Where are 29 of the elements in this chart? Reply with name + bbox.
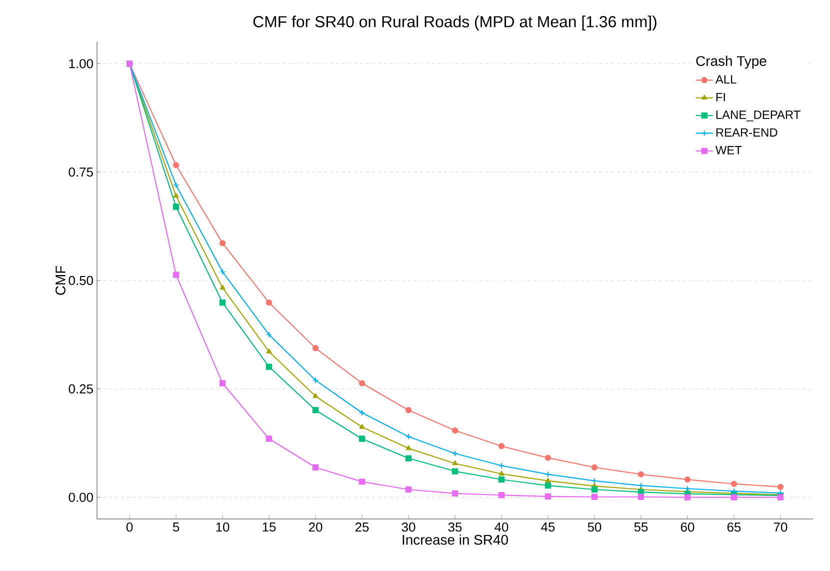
x-tick-label: 45 <box>541 522 555 532</box>
legend-label: REAR-END <box>716 128 778 137</box>
x-tick-label: 40 <box>494 522 508 532</box>
x-tick-label: 10 <box>216 522 230 532</box>
y-tick-label: 0.50 <box>68 276 93 286</box>
y-tick-label: 1.00 <box>69 59 93 68</box>
y-tick-label: 0.25 <box>68 384 93 394</box>
x-tick-label: 30 <box>402 522 416 532</box>
x-tick-label: 20 <box>308 522 322 532</box>
x-tick-label: 5 <box>172 522 180 532</box>
x-tick-label: 0 <box>126 522 133 532</box>
legend-label: ALL <box>715 75 736 84</box>
legend-label: WET <box>715 146 742 154</box>
x-tick-label: 15 <box>262 522 276 532</box>
legend-label: LANE_DEPART <box>716 110 800 122</box>
chart-title: CMF for SR40 on Rural Roads (MPD at Mean [1.36 mm]) <box>253 16 656 30</box>
x-tick-label: 70 <box>774 522 788 532</box>
y-axis-title: CMF <box>56 266 66 295</box>
legend-label: FI <box>716 92 725 102</box>
x-tick-label: 65 <box>727 522 741 532</box>
x-tick-label: 60 <box>680 522 694 532</box>
legend-title: Crash Type <box>696 56 766 69</box>
x-tick-label: 55 <box>634 522 648 532</box>
x-tick-label: 25 <box>355 522 369 532</box>
y-tick-label: 0.00 <box>68 492 93 502</box>
x-tick-label: 50 <box>588 522 602 532</box>
x-tick-label: 35 <box>448 522 462 532</box>
y-tick-label: 0.75 <box>68 167 93 177</box>
x-axis-title: Increase in SR40 <box>402 534 508 545</box>
